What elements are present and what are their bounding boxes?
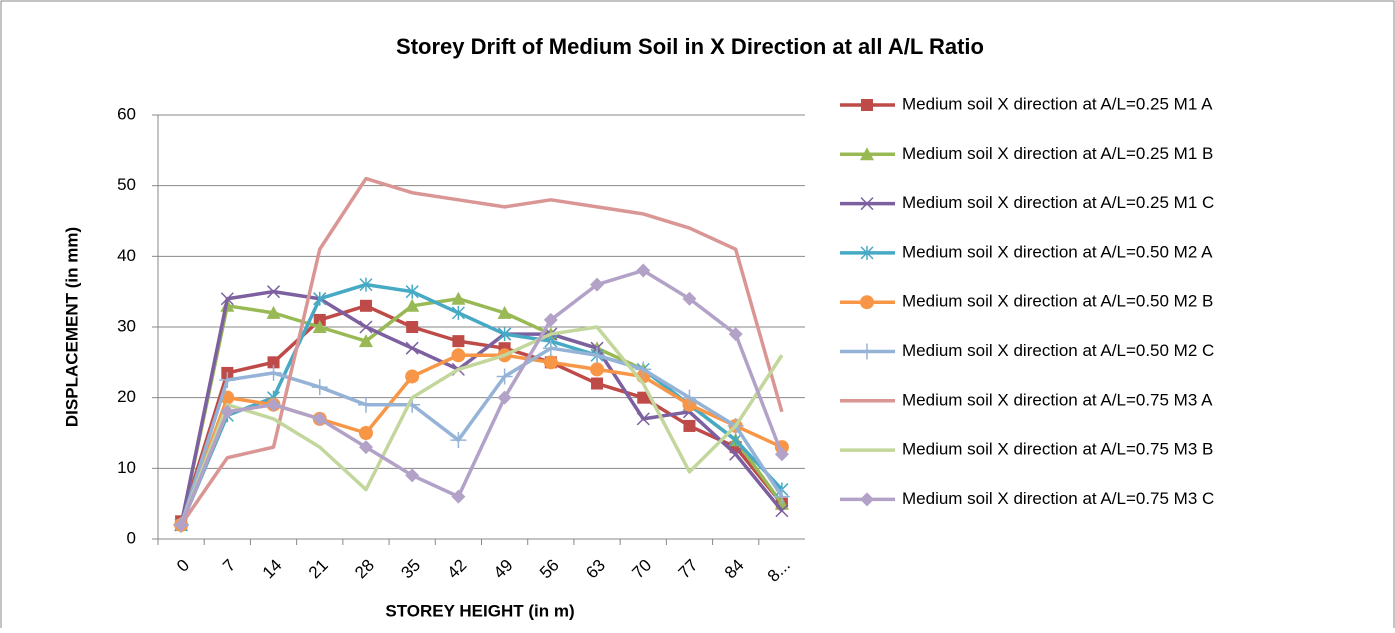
- data-point: [682, 291, 697, 306]
- legend-label: Medium soil X direction at A/L=0.75 M3 B: [902, 440, 1213, 459]
- y-tick-label: 30: [117, 316, 136, 335]
- data-point: [450, 432, 467, 449]
- data-point: [219, 372, 236, 388]
- data-point: [497, 390, 512, 405]
- series-line: [179, 346, 784, 526]
- data-point: [451, 305, 465, 320]
- data-point: [452, 335, 465, 348]
- data-point: [636, 412, 650, 426]
- data-point: [312, 411, 327, 426]
- y-tick-label: 60: [117, 104, 136, 123]
- data-point: [405, 468, 420, 483]
- legend-marker: [860, 197, 874, 211]
- data-point: [773, 488, 790, 505]
- y-tick-label: 10: [117, 458, 136, 477]
- data-point: [313, 313, 326, 326]
- legend-label: Medium soil X direction at A/L=0.50 M2 A: [902, 242, 1213, 261]
- data-point: [220, 292, 234, 306]
- data-point: [405, 341, 419, 355]
- data-point: [266, 305, 281, 319]
- data-point: [728, 327, 743, 342]
- data-point: [406, 321, 419, 333]
- data-point: [357, 396, 374, 413]
- data-point: [451, 348, 466, 363]
- legend-marker: [859, 343, 875, 360]
- y-tick-label: 50: [117, 175, 136, 194]
- data-point: [220, 404, 235, 419]
- data-point: [359, 299, 372, 312]
- legend-marker: [860, 147, 874, 161]
- data-point: [775, 504, 789, 518]
- data-point: [774, 447, 789, 462]
- data-point: [451, 291, 466, 305]
- data-point: [267, 285, 281, 299]
- y-tick-label: 0: [127, 528, 136, 547]
- x-axis-label: STOREY HEIGHT (in m): [385, 601, 574, 620]
- data-point: [681, 389, 698, 406]
- data-point: [405, 284, 419, 299]
- series-line: [179, 176, 784, 526]
- data-point: [498, 327, 512, 342]
- data-point: [266, 397, 281, 412]
- data-point: [358, 440, 373, 455]
- y-tick-label: 20: [117, 387, 136, 406]
- legend-label: Medium soil X direction at A/L=0.50 M2 B: [902, 292, 1213, 311]
- legend-marker: [860, 295, 874, 310]
- legend-label: Medium soil X direction at A/L=0.75 M3 A: [902, 390, 1213, 409]
- data-point: [358, 426, 373, 440]
- legend-label: Medium soil X direction at A/L=0.75 M3 C: [902, 489, 1214, 508]
- data-point: [174, 517, 189, 532]
- data-point: [265, 364, 282, 381]
- data-point: [267, 356, 280, 369]
- y-axis-label: DISPLACEMENT (in mm): [62, 227, 81, 427]
- legend-label: Medium soil X direction at A/L=0.50 M2 C: [902, 341, 1214, 360]
- data-point: [359, 277, 373, 292]
- data-point: [405, 298, 420, 312]
- data-point: [313, 291, 327, 306]
- data-point: [359, 320, 373, 334]
- data-point: [729, 447, 743, 461]
- data-point: [683, 419, 696, 432]
- data-point: [312, 320, 327, 333]
- series-line: [179, 289, 784, 526]
- data-point: [636, 263, 651, 278]
- data-point: [543, 312, 558, 327]
- data-point: [405, 369, 420, 384]
- y-tick-label: 40: [117, 246, 136, 265]
- data-point: [543, 355, 558, 370]
- data-point: [635, 361, 652, 378]
- legend-label: Medium soil X direction at A/L=0.25 M1 B: [902, 144, 1213, 163]
- legend-marker: [861, 99, 873, 111]
- data-point: [729, 433, 743, 448]
- series-line: [179, 304, 784, 522]
- data-point: [542, 340, 559, 357]
- chart-title: Storey Drift of Medium Soil in X Directi…: [396, 34, 984, 59]
- data-point: [311, 379, 328, 396]
- data-point: [591, 377, 604, 390]
- data-point: [451, 489, 466, 504]
- legend-label: Medium soil X direction at A/L=0.25 M1 A: [902, 94, 1213, 113]
- data-point: [590, 362, 605, 377]
- data-point: [497, 305, 512, 319]
- legend-label: Medium soil X direction at A/L=0.25 M1 C: [902, 193, 1214, 212]
- data-point: [590, 277, 605, 292]
- data-point: [589, 347, 606, 364]
- data-point: [637, 391, 650, 404]
- legend-marker: [860, 492, 874, 507]
- data-point: [358, 334, 373, 348]
- series-line: [179, 325, 784, 526]
- legend-marker: [860, 245, 874, 260]
- data-point: [496, 368, 513, 385]
- series-line: [179, 268, 784, 526]
